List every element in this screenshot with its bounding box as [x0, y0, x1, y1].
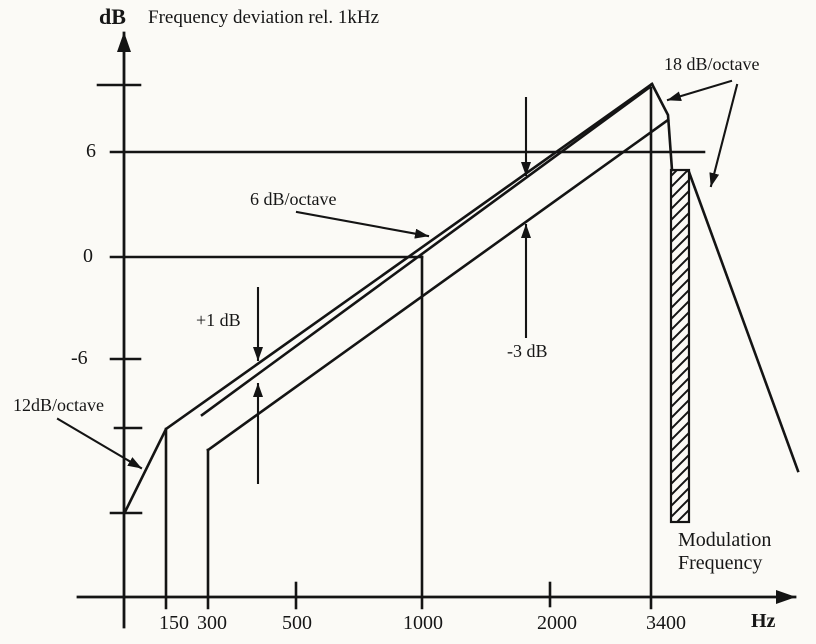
pointer-18db-octave-1	[666, 79, 733, 102]
pointer-12db-octave	[56, 417, 143, 470]
annotation-12db-octave: 12dB/octave	[13, 395, 104, 415]
x-axis-unit-label: Hz	[751, 610, 776, 632]
y-axis-unit-label: dB	[99, 4, 126, 29]
annotation-6db-octave: 6 dB/octave	[250, 189, 337, 209]
upper-limit-curve	[123, 82, 654, 514]
band-edge-hatch-bar	[669, 168, 691, 524]
x-tick-label-2000: 2000	[537, 612, 577, 634]
lower-limit-curve	[206, 118, 670, 452]
modulation-frequency-label-line2: Frequency	[678, 552, 763, 574]
nominal-curve	[200, 85, 652, 417]
annotation-18db-octave: 18 dB/octave	[664, 54, 760, 74]
x-tick-label-3400: 3400	[646, 612, 686, 634]
x-tick-label-1000: 1000	[403, 612, 443, 634]
pointer-6db-octave	[295, 210, 430, 239]
y-tick-label-6: 6	[86, 140, 96, 162]
annotation-plus-1db: +1 dB	[196, 310, 241, 330]
annotation-minus-3db: -3 dB	[507, 341, 548, 361]
x-tick-label-500: 500	[282, 612, 312, 634]
reference-rolloff-18db	[687, 170, 800, 473]
chart-title: Frequency deviation rel. 1kHz	[148, 7, 380, 28]
y-tick-label-0: 0	[83, 245, 93, 267]
modulation-frequency-label-line1: Modulation	[678, 529, 772, 551]
x-tick-label-150: 150	[159, 612, 189, 634]
y-tick-label-minus6: -6	[71, 347, 88, 369]
upper-rolloff-18db	[650, 82, 674, 172]
pointer-18db-octave-2	[709, 83, 739, 188]
x-tick-label-300: 300	[197, 612, 227, 634]
